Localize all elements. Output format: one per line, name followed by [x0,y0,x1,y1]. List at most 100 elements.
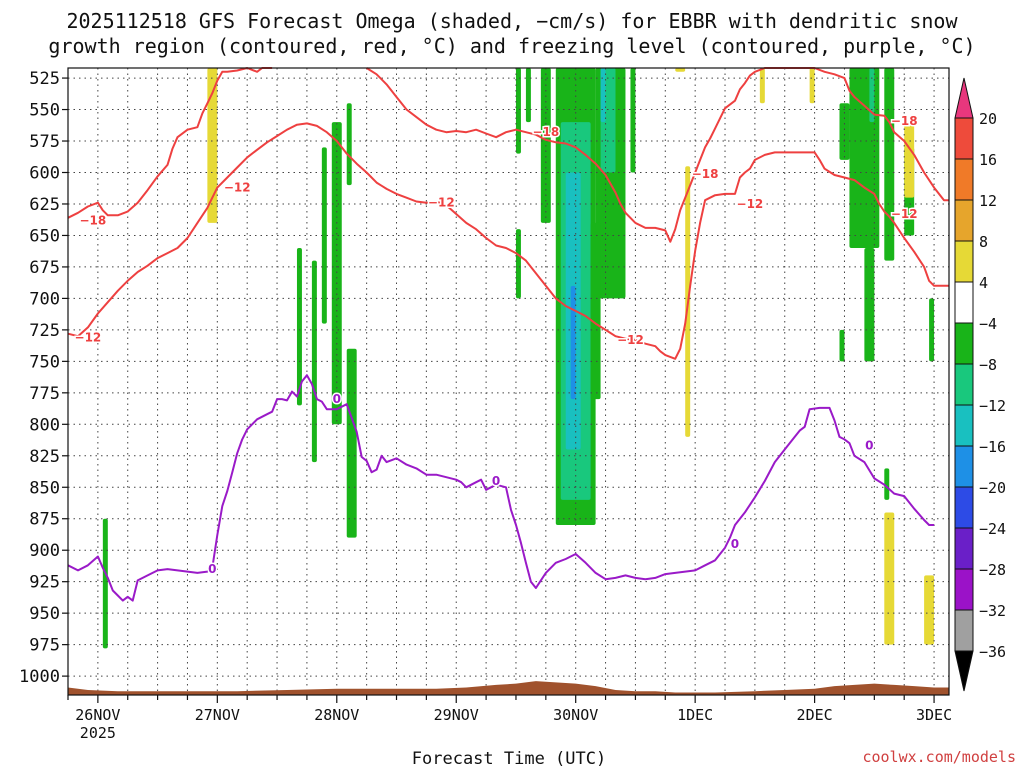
colorbar-level-2: 12 [979,192,997,210]
contour-line-2 [366,67,949,243]
contour-label-14: 0 [865,439,873,453]
gridlines [67,68,949,695]
contour-label-4: −18 [532,125,559,139]
contour-label-6: −18 [692,167,719,181]
colorbar-box-5 [954,322,974,365]
terrain-fill [68,681,949,695]
colorbar-level-0: 20 [979,110,997,128]
colorbar-level-5: −4 [979,315,997,333]
x-axis-label: Forecast Time (UTC) [412,749,606,768]
contour-label-10: 0 [208,562,216,576]
colorbar-box-11 [954,568,974,611]
contour-line-3 [67,374,935,602]
x-tick-label-6: 2DEC [797,706,833,724]
colorbar-box-0 [954,117,974,160]
contour-lines [67,67,949,602]
y-tick-label-625: 625 [29,195,60,215]
colorbar-box-1 [954,158,974,201]
colorbar-level-6: −8 [979,356,997,374]
x-tick-label-1: 27NOV [195,706,240,724]
colorbar: 20 16 12 8 4 −4 −8 −12 −16 −20 −24 −28 −32 −36 [954,77,1006,692]
omega-cell-28 [884,468,890,500]
omega-cell-7 [515,68,521,154]
colorbar-box-4 [954,281,974,324]
x-tick-label-3: 29NOV [434,706,479,724]
contour-label-5: −12 [617,333,644,347]
y-tick-label-550: 550 [29,101,60,121]
colorbar-level-11: −28 [979,561,1006,579]
y-tick-label-800: 800 [29,415,60,435]
contour-line-1 [67,67,273,219]
colorbar-box-2 [954,199,974,242]
colorbar-level-12: −32 [979,602,1006,620]
omega-cell-5 [346,348,357,538]
plot-area [68,68,949,695]
contour-labels: −18 −12 −12 −12 −18 −12 −18 −12 −18 −12 0 0 0 0 0 [73,112,919,577]
y-tick-label-900: 900 [29,541,60,561]
colorbar-level-9: −20 [979,479,1006,497]
omega-cell-20 [839,103,850,160]
colorbar-level-3: 8 [979,233,988,251]
contour-label-7: −12 [737,197,764,211]
omega-cell-1 [296,248,302,406]
chart-title-line-2: growth region (contoured, red, °C) and f… [48,34,975,58]
colorbar-box-10 [954,527,974,570]
omega-cell-19 [630,68,636,173]
y-tick-label-600: 600 [29,164,60,184]
x-tick-label-0: 26NOV [75,706,120,724]
omega-cell-17 [600,68,606,123]
y-tick-label-875: 875 [29,510,60,530]
credit-text: coolwx.com/models [862,748,1016,766]
colorbar-bottom-arrow [954,650,974,692]
omega-cell-18 [590,222,601,400]
y-tick-label-750: 750 [29,352,60,372]
omega-cell-32 [884,512,895,645]
y-tick-label-525: 525 [29,69,60,89]
contour-label-1: −12 [75,330,102,344]
x-tick-label-4: 30NOV [553,706,598,724]
colorbar-level-1: 16 [979,151,997,169]
x-tick-sublabel-0: 2025 [80,724,116,742]
omega-cell-8 [515,229,521,299]
y-tick-label-850: 850 [29,478,60,498]
contour-label-3: −12 [428,196,455,210]
omega-cell-3 [321,147,327,324]
omega-cell-22 [864,248,875,362]
y-tick-label-650: 650 [29,226,60,246]
plot-frame [67,67,950,696]
omega-cell-35 [809,68,815,104]
colorbar-level-13: −36 [979,643,1006,661]
colorbar-box-7 [954,404,974,447]
colorbar-box-3 [954,240,974,283]
chart-title-line-1: 2025112518 GFS Forecast Omega (shaded, −… [66,9,958,33]
y-tick-label-1000: 1000 [19,667,60,687]
contour-label-0: −18 [80,213,107,227]
y-tick-label-950: 950 [29,604,60,624]
omega-cell-31 [904,122,915,198]
colorbar-level-10: −24 [979,520,1006,538]
omega-cell-24 [884,68,895,261]
colorbar-box-8 [954,445,974,488]
omega-cell-29 [207,68,218,223]
colorbar-level-4: 4 [979,274,988,292]
contour-label-8: −18 [891,114,918,128]
colorbar-box-12 [954,609,974,652]
colorbar-level-8: −16 [979,438,1006,456]
y-tick-label-825: 825 [29,447,60,467]
omega-cell-0 [102,518,108,649]
omega-cell-9 [525,68,531,123]
contour-label-2: −12 [224,181,251,195]
terrain-surface [68,681,949,695]
omega-cell-36 [675,68,686,72]
contour-label-11: 0 [333,392,341,406]
y-tick-label-975: 975 [29,636,60,656]
omega-cell-33 [924,575,935,645]
colorbar-level-7: −12 [979,397,1006,415]
colorbar-box-9 [954,486,974,529]
y-tick-label-925: 925 [29,573,60,593]
contour-label-9: −12 [891,207,918,221]
omega-cell-34 [759,68,765,104]
omega-cell-27 [839,329,845,362]
